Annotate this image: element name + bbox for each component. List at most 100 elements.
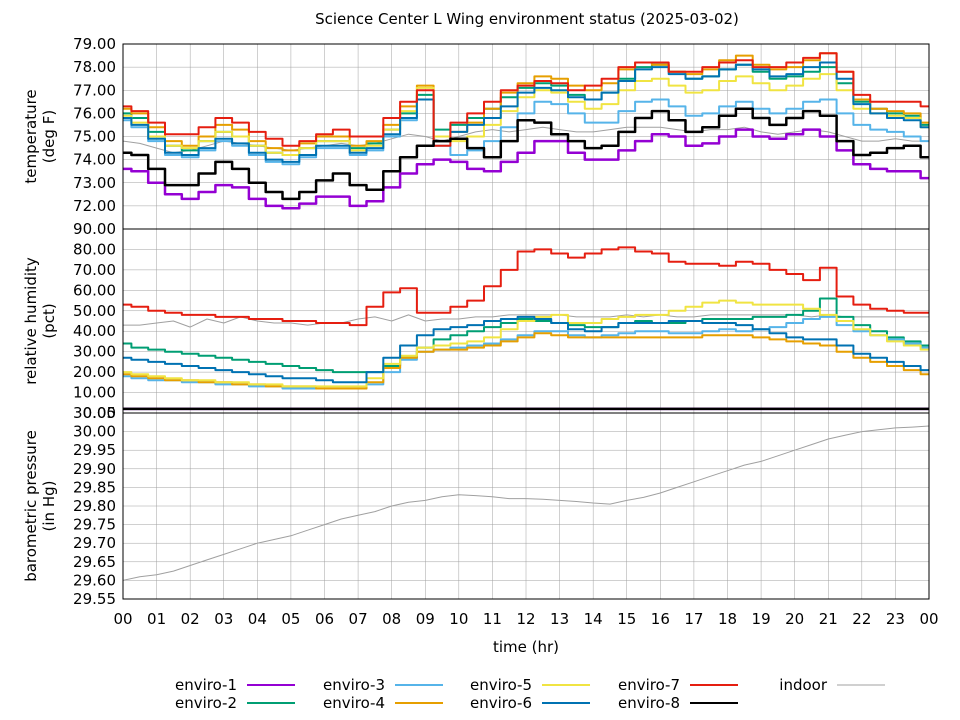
y-tick-label: 60.00 bbox=[73, 281, 116, 299]
x-tick-label: 21 bbox=[819, 610, 838, 628]
panel-frame bbox=[122, 412, 930, 600]
series-line-enviro-6 bbox=[123, 315, 929, 384]
y-axis-label: barometric pressure(in Hg) bbox=[22, 430, 58, 582]
x-tick-label: 12 bbox=[516, 610, 535, 628]
legend-item-indoor: indoor bbox=[779, 676, 885, 694]
y-tick-label: 30.00 bbox=[73, 423, 116, 441]
panels: 72.00 73.00 74.00 75.00 76.00 77.00 78.00 79.00… bbox=[22, 35, 930, 608]
x-tick-label: 20 bbox=[785, 610, 804, 628]
y-tick-label: 10.00 bbox=[73, 384, 116, 402]
x-tick-label: 07 bbox=[349, 610, 368, 628]
y-tick-label: 40.00 bbox=[73, 322, 116, 340]
y-tick-label: 29.80 bbox=[73, 497, 116, 515]
y-tick-label: 74.00 bbox=[73, 151, 116, 169]
x-tick-label: 00 bbox=[919, 610, 938, 628]
x-tick-label: 00 bbox=[113, 610, 132, 628]
y-tick-label: 75.00 bbox=[73, 128, 116, 146]
chart-title: Science Center L Wing environment status… bbox=[315, 10, 739, 28]
y-tick-label: 72.00 bbox=[73, 197, 116, 215]
panel-series bbox=[123, 52, 929, 210]
legend-label: enviro-6 bbox=[470, 694, 532, 712]
panel-series bbox=[123, 246, 929, 411]
series-line-enviro-1 bbox=[123, 128, 929, 210]
x-tick-label: 13 bbox=[550, 610, 569, 628]
x-tick-label: 16 bbox=[651, 610, 670, 628]
x-tick-label: 19 bbox=[752, 610, 771, 628]
y-tick-label: 29.65 bbox=[73, 553, 116, 571]
x-tick-label: 14 bbox=[584, 610, 603, 628]
y-tick-label: 79.00 bbox=[73, 35, 116, 53]
y-tick-label: 29.90 bbox=[73, 460, 116, 478]
y-tick-label: 20.00 bbox=[73, 363, 116, 381]
y-tick-label: 29.55 bbox=[73, 590, 116, 608]
y-axis-label-line: barometric pressure bbox=[22, 430, 40, 582]
legend-label: enviro-8 bbox=[618, 694, 680, 712]
legend-item-enviro-5: enviro-5 bbox=[470, 676, 590, 694]
legend-item-enviro-7: enviro-7 bbox=[618, 676, 738, 694]
series-line-indoor bbox=[123, 425, 929, 581]
series-line-enviro-3 bbox=[123, 98, 929, 166]
x-tick-label: 05 bbox=[281, 610, 300, 628]
y-axis-label-line: relative humidity bbox=[22, 257, 40, 385]
x-tick-label: 18 bbox=[718, 610, 737, 628]
y-tick-label: 29.75 bbox=[73, 516, 116, 534]
legend-label: enviro-2 bbox=[175, 694, 237, 712]
y-axis-label-line: (pct) bbox=[40, 303, 58, 338]
x-tick-label: 11 bbox=[483, 610, 502, 628]
series-line-enviro-8 bbox=[123, 107, 929, 201]
legend-item-enviro-2: enviro-2 bbox=[175, 694, 295, 712]
y-axis-label: relative humidity(pct) bbox=[22, 257, 58, 385]
y-axis-label-line: (in Hg) bbox=[40, 481, 58, 532]
series-line-enviro-7 bbox=[123, 52, 929, 147]
y-tick-label: 90.00 bbox=[73, 220, 116, 238]
x-tick-label: 10 bbox=[449, 610, 468, 628]
legend-label: enviro-3 bbox=[323, 676, 385, 694]
y-tick-label: 78.00 bbox=[73, 58, 116, 76]
series-line-enviro-7 bbox=[123, 246, 929, 327]
legend-item-enviro-8: enviro-8 bbox=[618, 694, 738, 712]
legend-item-enviro-1: enviro-1 bbox=[175, 676, 295, 694]
legend-item-enviro-4: enviro-4 bbox=[323, 694, 443, 712]
x-tick-label: 04 bbox=[248, 610, 267, 628]
x-tick-label: 08 bbox=[382, 610, 401, 628]
x-ticks: 00 01 02 03 04 05 06 07 08 09 10 11 12 13 14 15 16 17 18 19… bbox=[113, 610, 938, 628]
x-tick-label: 22 bbox=[852, 610, 871, 628]
x-tick-label: 09 bbox=[416, 610, 435, 628]
legend-label: enviro-5 bbox=[470, 676, 532, 694]
y-tick-label: 30.05 bbox=[73, 404, 116, 422]
y-tick-label: 30.00 bbox=[73, 343, 116, 361]
y-tick-label: 29.70 bbox=[73, 534, 116, 552]
y-axis-label: temperature(deg F) bbox=[22, 89, 58, 183]
legend-label: enviro-7 bbox=[618, 676, 680, 694]
x-tick-label: 15 bbox=[617, 610, 636, 628]
series-line-enviro-6 bbox=[123, 61, 929, 163]
legend-label: indoor bbox=[779, 676, 828, 694]
y-tick-label: 73.00 bbox=[73, 174, 116, 192]
y-tick-label: 29.95 bbox=[73, 441, 116, 459]
panel-2: 0.00 10.00 20.00 30.00 40.00 50.00 60.00 70.00 8… bbox=[22, 220, 930, 422]
y-axis-label-line: (deg F) bbox=[40, 110, 58, 163]
legend-label: enviro-4 bbox=[323, 694, 385, 712]
y-axis-label-line: temperature bbox=[22, 89, 40, 183]
y-tick-label: 50.00 bbox=[73, 302, 116, 320]
x-tick-label: 01 bbox=[147, 610, 166, 628]
x-tick-label: 23 bbox=[886, 610, 905, 628]
y-tick-label: 29.85 bbox=[73, 478, 116, 496]
legend-label: enviro-1 bbox=[175, 676, 237, 694]
y-tick-label: 77.00 bbox=[73, 81, 116, 99]
x-tick-label: 02 bbox=[181, 610, 200, 628]
panel-3: 29.5529.6029.6529.7029.7529.8029.8529.90… bbox=[22, 404, 930, 608]
legend-item-enviro-3: enviro-3 bbox=[323, 676, 443, 694]
y-tick-label: 29.60 bbox=[73, 571, 116, 589]
x-tick-label: 17 bbox=[684, 610, 703, 628]
y-tick-label: 0.00 bbox=[83, 404, 116, 422]
panel-series bbox=[123, 425, 929, 581]
x-tick-label: 03 bbox=[214, 610, 233, 628]
x-axis-label: time (hr) bbox=[493, 638, 559, 656]
y-tick-label: 80.00 bbox=[73, 240, 116, 258]
series-line-enviro-4 bbox=[123, 52, 929, 152]
y-tick-label: 70.00 bbox=[73, 261, 116, 279]
series-line-enviro-5 bbox=[123, 73, 929, 156]
